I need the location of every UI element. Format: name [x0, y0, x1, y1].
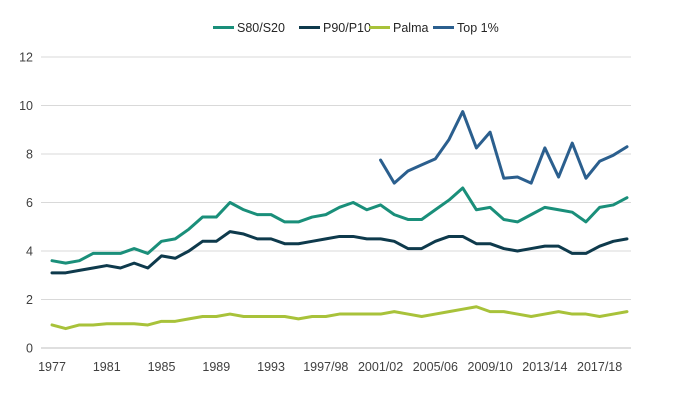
- y-tick-label: 12: [19, 51, 33, 65]
- legend-label-palma: Palma: [393, 21, 428, 35]
- y-tick-label: 0: [26, 342, 33, 356]
- y-tick-label: 4: [26, 245, 33, 259]
- y-tick-label: 6: [26, 196, 33, 210]
- series-line-s80-s20: [50, 186, 629, 265]
- x-tick-label: 1981: [93, 360, 121, 374]
- x-tick-label: 2009/10: [468, 360, 513, 374]
- x-tick-label: 1985: [148, 360, 176, 374]
- x-tick-label: 2017/18: [577, 360, 622, 374]
- legend-label-top-1: Top 1%: [457, 21, 499, 35]
- series-lines: [50, 110, 629, 331]
- series-line-top-1: [379, 110, 629, 185]
- x-tick-label: 1977: [38, 360, 66, 374]
- legend-label-p90-p10: P90/P10: [323, 21, 371, 35]
- legend-label-s80-s20: S80/S20: [237, 21, 285, 35]
- x-tick-label: 1993: [257, 360, 285, 374]
- series-line-p90-p10: [50, 230, 629, 275]
- x-tick-label: 1989: [202, 360, 230, 374]
- y-tick-label: 8: [26, 148, 33, 162]
- y-tick-label: 10: [19, 99, 33, 113]
- series-line-palma: [50, 305, 629, 331]
- x-tick-label: 2001/02: [358, 360, 403, 374]
- legend: S80/S20 P90/P10 Palma Top 1%: [213, 21, 499, 35]
- y-tick-label: 2: [26, 293, 33, 307]
- gridlines: [41, 56, 631, 300]
- x-tick-label: 1997/98: [303, 360, 348, 374]
- x-tick-label: 2013/14: [522, 360, 567, 374]
- y-axis-ticks: 0 2 4 6 8 10 12: [19, 51, 33, 356]
- x-tick-label: 2005/06: [413, 360, 458, 374]
- x-axis-ticks: 1977 1981 1985 1989 1993 1997/98 2001/02 2005/0…: [38, 360, 622, 374]
